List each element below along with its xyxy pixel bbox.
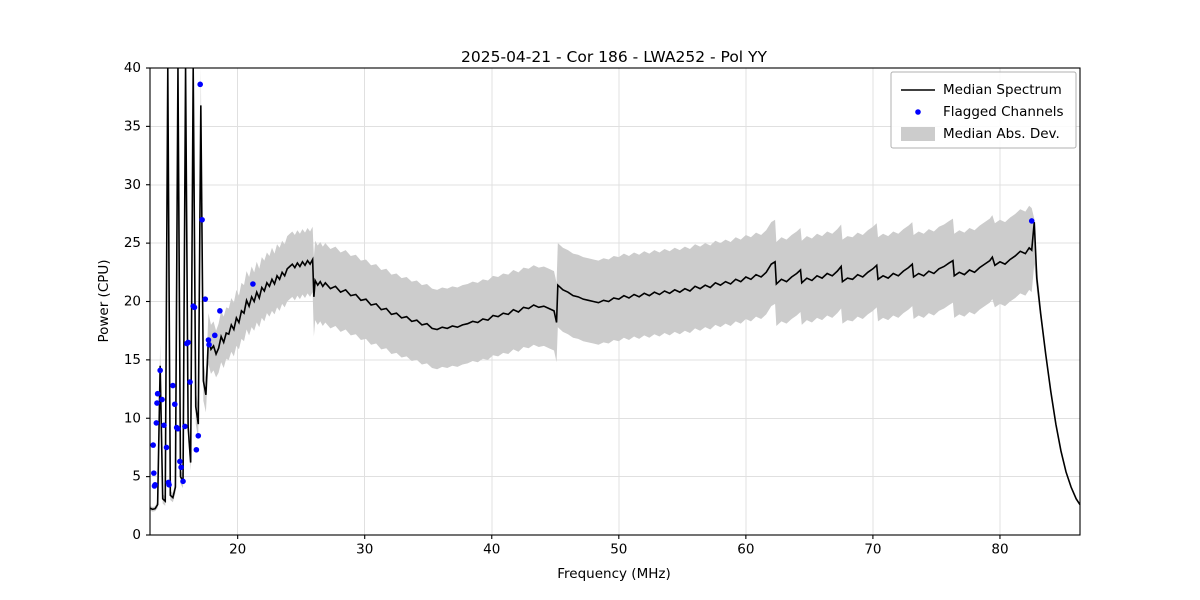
- flagged-channel-point: [150, 442, 156, 448]
- flagged-channel-point: [177, 458, 183, 465]
- axis-labels: 0 5 10 15 20 25 30 35 40 20 30 40 50 60 70 80: [124, 60, 1009, 558]
- flagged-channel-point: [197, 81, 203, 88]
- flagged-channels-points: [150, 81, 1035, 489]
- median-abs-dev-band: [150, 68, 1080, 512]
- flagged-channel-point: [1028, 218, 1035, 224]
- legend-item-label: Median Abs. Dev.: [943, 126, 1060, 142]
- axis-ticks: [146, 67, 1001, 539]
- flagged-channel-point: [163, 444, 170, 451]
- flagged-channel-point: [154, 400, 160, 406]
- flagged-channel-point: [211, 332, 218, 339]
- flagged-channel-point: [195, 432, 202, 439]
- x-tick-label: 30: [356, 542, 373, 558]
- flagged-channel-point: [206, 341, 212, 348]
- flagged-channel-point: [171, 401, 178, 408]
- y-tick-label: 35: [124, 118, 141, 134]
- legend-item-label: Flagged Channels: [943, 104, 1064, 120]
- page-title: 2025-04-21 - Cor 186 - LWA252 - Pol YY: [461, 48, 767, 66]
- flagged-channel-point: [166, 481, 172, 488]
- flagged-channel-point: [187, 379, 193, 385]
- x-tick-label: 20: [229, 542, 246, 558]
- flagged-channel-point: [185, 339, 191, 346]
- flagged-channel-point: [152, 481, 158, 488]
- flagged-channel-point: [159, 396, 165, 403]
- legend-item-label: Median Spectrum: [943, 82, 1062, 98]
- flagged-channel-point: [182, 423, 188, 430]
- x-tick-label: 50: [610, 542, 627, 558]
- flagged-channel-point: [161, 422, 167, 429]
- x-axis-title: Frequency (MHz): [557, 566, 670, 582]
- flagged-channel-point: [153, 420, 160, 426]
- y-tick-label: 15: [124, 352, 141, 368]
- x-tick-label: 70: [864, 542, 881, 558]
- flagged-channel-point: [193, 446, 200, 453]
- flagged-channel-point: [205, 337, 212, 343]
- x-tick-label: 60: [737, 542, 754, 558]
- flagged-channel-point: [191, 304, 198, 311]
- median-spectrum-line: [149, 67, 1081, 511]
- flagged-channel-point: [170, 382, 176, 389]
- flagged-channel-point: [180, 478, 186, 485]
- x-tick-label: 40: [483, 542, 500, 558]
- y-tick-label: 10: [124, 410, 141, 426]
- x-tick-label: 80: [991, 542, 1008, 558]
- y-tick-label: 25: [124, 235, 141, 251]
- flagged-channel-point: [202, 296, 209, 302]
- y-tick-label: 5: [132, 469, 141, 485]
- flagged-channel-point: [199, 216, 205, 223]
- flagged-channel-point: [178, 464, 184, 471]
- y-axis-title: Power (CPU): [96, 259, 112, 342]
- flagged-channel-point: [175, 425, 181, 432]
- flagged-channel-point: [157, 367, 163, 374]
- y-tick-label: 20: [124, 294, 141, 310]
- y-tick-label: 0: [132, 527, 141, 543]
- flagged-channel-point: [154, 390, 161, 397]
- legend: Median Spectrum Flagged Channels Median Ab…: [890, 71, 1077, 149]
- y-tick-label: 40: [124, 60, 141, 76]
- y-tick-label: 30: [124, 177, 141, 193]
- flagged-channel-point: [250, 281, 256, 287]
- flagged-channel-point: [217, 308, 223, 314]
- flagged-channel-point: [151, 470, 157, 476]
